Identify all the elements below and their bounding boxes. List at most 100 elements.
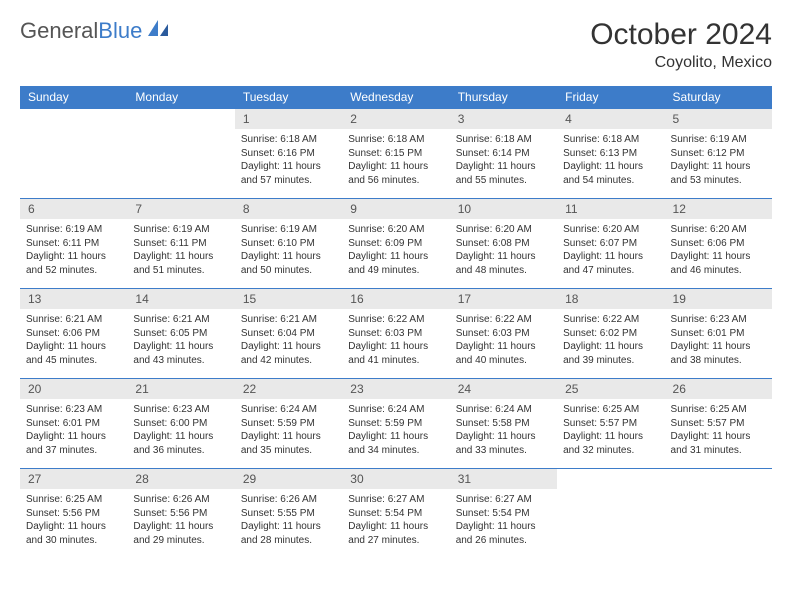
sunrise-text: Sunrise: 6:20 AM: [563, 223, 658, 237]
calendar-day-cell: 22Sunrise: 6:24 AMSunset: 5:59 PMDayligh…: [235, 379, 342, 469]
daylight-text: Daylight: 11 hours and 41 minutes.: [348, 340, 443, 367]
day-number: 15: [235, 289, 342, 309]
day-header: Saturday: [665, 86, 772, 109]
sunset-text: Sunset: 6:01 PM: [671, 327, 766, 341]
logo-text-blue: Blue: [98, 18, 142, 44]
daylight-text: Daylight: 11 hours and 52 minutes.: [26, 250, 121, 277]
day-header: Wednesday: [342, 86, 449, 109]
day-number: 6: [20, 199, 127, 219]
day-header: Thursday: [450, 86, 557, 109]
day-content: Sunrise: 6:25 AMSunset: 5:57 PMDaylight:…: [665, 399, 772, 461]
sunset-text: Sunset: 6:03 PM: [456, 327, 551, 341]
sunrise-text: Sunrise: 6:22 AM: [563, 313, 658, 327]
daylight-text: Daylight: 11 hours and 45 minutes.: [26, 340, 121, 367]
calendar-day-cell: 13Sunrise: 6:21 AMSunset: 6:06 PMDayligh…: [20, 289, 127, 379]
day-number: 3: [450, 109, 557, 129]
sunset-text: Sunset: 6:08 PM: [456, 237, 551, 251]
sunrise-text: Sunrise: 6:24 AM: [456, 403, 551, 417]
day-content: Sunrise: 6:20 AMSunset: 6:09 PMDaylight:…: [342, 219, 449, 281]
day-content: Sunrise: 6:27 AMSunset: 5:54 PMDaylight:…: [450, 489, 557, 551]
day-number: 12: [665, 199, 772, 219]
day-number: 16: [342, 289, 449, 309]
sunrise-text: Sunrise: 6:21 AM: [241, 313, 336, 327]
sunset-text: Sunset: 6:02 PM: [563, 327, 658, 341]
daylight-text: Daylight: 11 hours and 35 minutes.: [241, 430, 336, 457]
day-content: Sunrise: 6:23 AMSunset: 6:00 PMDaylight:…: [127, 399, 234, 461]
day-number: 1: [235, 109, 342, 129]
sunset-text: Sunset: 5:59 PM: [348, 417, 443, 431]
day-content: Sunrise: 6:25 AMSunset: 5:56 PMDaylight:…: [20, 489, 127, 551]
calendar-day-cell: 23Sunrise: 6:24 AMSunset: 5:59 PMDayligh…: [342, 379, 449, 469]
sunrise-text: Sunrise: 6:27 AM: [456, 493, 551, 507]
sunrise-text: Sunrise: 6:23 AM: [671, 313, 766, 327]
day-number: 21: [127, 379, 234, 399]
calendar-day-cell: 26Sunrise: 6:25 AMSunset: 5:57 PMDayligh…: [665, 379, 772, 469]
day-content: Sunrise: 6:19 AMSunset: 6:10 PMDaylight:…: [235, 219, 342, 281]
day-number: 13: [20, 289, 127, 309]
day-content: Sunrise: 6:20 AMSunset: 6:08 PMDaylight:…: [450, 219, 557, 281]
calendar-week-row: 6Sunrise: 6:19 AMSunset: 6:11 PMDaylight…: [20, 199, 772, 289]
calendar-day-cell: 28Sunrise: 6:26 AMSunset: 5:56 PMDayligh…: [127, 469, 234, 559]
day-number: 26: [665, 379, 772, 399]
day-content: Sunrise: 6:22 AMSunset: 6:03 PMDaylight:…: [342, 309, 449, 371]
logo-text-general: General: [20, 18, 98, 44]
daylight-text: Daylight: 11 hours and 34 minutes.: [348, 430, 443, 457]
calendar-day-cell: 20Sunrise: 6:23 AMSunset: 6:01 PMDayligh…: [20, 379, 127, 469]
day-content: Sunrise: 6:20 AMSunset: 6:06 PMDaylight:…: [665, 219, 772, 281]
day-number: 10: [450, 199, 557, 219]
day-number: 4: [557, 109, 664, 129]
day-content: Sunrise: 6:19 AMSunset: 6:11 PMDaylight:…: [20, 219, 127, 281]
calendar-day-cell: 5Sunrise: 6:19 AMSunset: 6:12 PMDaylight…: [665, 109, 772, 199]
sunset-text: Sunset: 6:10 PM: [241, 237, 336, 251]
sunrise-text: Sunrise: 6:24 AM: [348, 403, 443, 417]
calendar-day-cell: 21Sunrise: 6:23 AMSunset: 6:00 PMDayligh…: [127, 379, 234, 469]
day-content: Sunrise: 6:23 AMSunset: 6:01 PMDaylight:…: [20, 399, 127, 461]
sunset-text: Sunset: 6:11 PM: [26, 237, 121, 251]
calendar-day-cell: 18Sunrise: 6:22 AMSunset: 6:02 PMDayligh…: [557, 289, 664, 379]
daylight-text: Daylight: 11 hours and 55 minutes.: [456, 160, 551, 187]
sunrise-text: Sunrise: 6:20 AM: [671, 223, 766, 237]
sunrise-text: Sunrise: 6:19 AM: [241, 223, 336, 237]
day-number: 5: [665, 109, 772, 129]
daylight-text: Daylight: 11 hours and 40 minutes.: [456, 340, 551, 367]
calendar-day-cell: 25Sunrise: 6:25 AMSunset: 5:57 PMDayligh…: [557, 379, 664, 469]
calendar-day-cell: 16Sunrise: 6:22 AMSunset: 6:03 PMDayligh…: [342, 289, 449, 379]
day-content: Sunrise: 6:22 AMSunset: 6:02 PMDaylight:…: [557, 309, 664, 371]
sunrise-text: Sunrise: 6:25 AM: [26, 493, 121, 507]
sunrise-text: Sunrise: 6:20 AM: [456, 223, 551, 237]
day-header: Sunday: [20, 86, 127, 109]
day-content: Sunrise: 6:21 AMSunset: 6:04 PMDaylight:…: [235, 309, 342, 371]
sunset-text: Sunset: 6:07 PM: [563, 237, 658, 251]
sunrise-text: Sunrise: 6:25 AM: [563, 403, 658, 417]
daylight-text: Daylight: 11 hours and 53 minutes.: [671, 160, 766, 187]
daylight-text: Daylight: 11 hours and 30 minutes.: [26, 520, 121, 547]
daylight-text: Daylight: 11 hours and 38 minutes.: [671, 340, 766, 367]
sunrise-text: Sunrise: 6:21 AM: [133, 313, 228, 327]
calendar-day-cell: 14Sunrise: 6:21 AMSunset: 6:05 PMDayligh…: [127, 289, 234, 379]
sunset-text: Sunset: 6:12 PM: [671, 147, 766, 161]
daylight-text: Daylight: 11 hours and 51 minutes.: [133, 250, 228, 277]
day-content: Sunrise: 6:26 AMSunset: 5:55 PMDaylight:…: [235, 489, 342, 551]
title-block: October 2024 Coyolito, Mexico: [590, 18, 772, 72]
calendar-day-cell: 6Sunrise: 6:19 AMSunset: 6:11 PMDaylight…: [20, 199, 127, 289]
day-header: Tuesday: [235, 86, 342, 109]
daylight-text: Daylight: 11 hours and 54 minutes.: [563, 160, 658, 187]
daylight-text: Daylight: 11 hours and 57 minutes.: [241, 160, 336, 187]
calendar-day-cell: 8Sunrise: 6:19 AMSunset: 6:10 PMDaylight…: [235, 199, 342, 289]
calendar-week-row: 27Sunrise: 6:25 AMSunset: 5:56 PMDayligh…: [20, 469, 772, 559]
page-subtitle: Coyolito, Mexico: [590, 54, 772, 72]
sunset-text: Sunset: 6:00 PM: [133, 417, 228, 431]
day-number: 14: [127, 289, 234, 309]
day-header: Monday: [127, 86, 234, 109]
sunset-text: Sunset: 5:55 PM: [241, 507, 336, 521]
calendar-table: SundayMondayTuesdayWednesdayThursdayFrid…: [20, 86, 772, 559]
calendar-day-cell: 11Sunrise: 6:20 AMSunset: 6:07 PMDayligh…: [557, 199, 664, 289]
day-content: Sunrise: 6:23 AMSunset: 6:01 PMDaylight:…: [665, 309, 772, 371]
day-content: Sunrise: 6:27 AMSunset: 5:54 PMDaylight:…: [342, 489, 449, 551]
sunset-text: Sunset: 6:11 PM: [133, 237, 228, 251]
sunrise-text: Sunrise: 6:27 AM: [348, 493, 443, 507]
day-content: Sunrise: 6:18 AMSunset: 6:13 PMDaylight:…: [557, 129, 664, 191]
daylight-text: Daylight: 11 hours and 48 minutes.: [456, 250, 551, 277]
daylight-text: Daylight: 11 hours and 46 minutes.: [671, 250, 766, 277]
calendar-week-row: 13Sunrise: 6:21 AMSunset: 6:06 PMDayligh…: [20, 289, 772, 379]
